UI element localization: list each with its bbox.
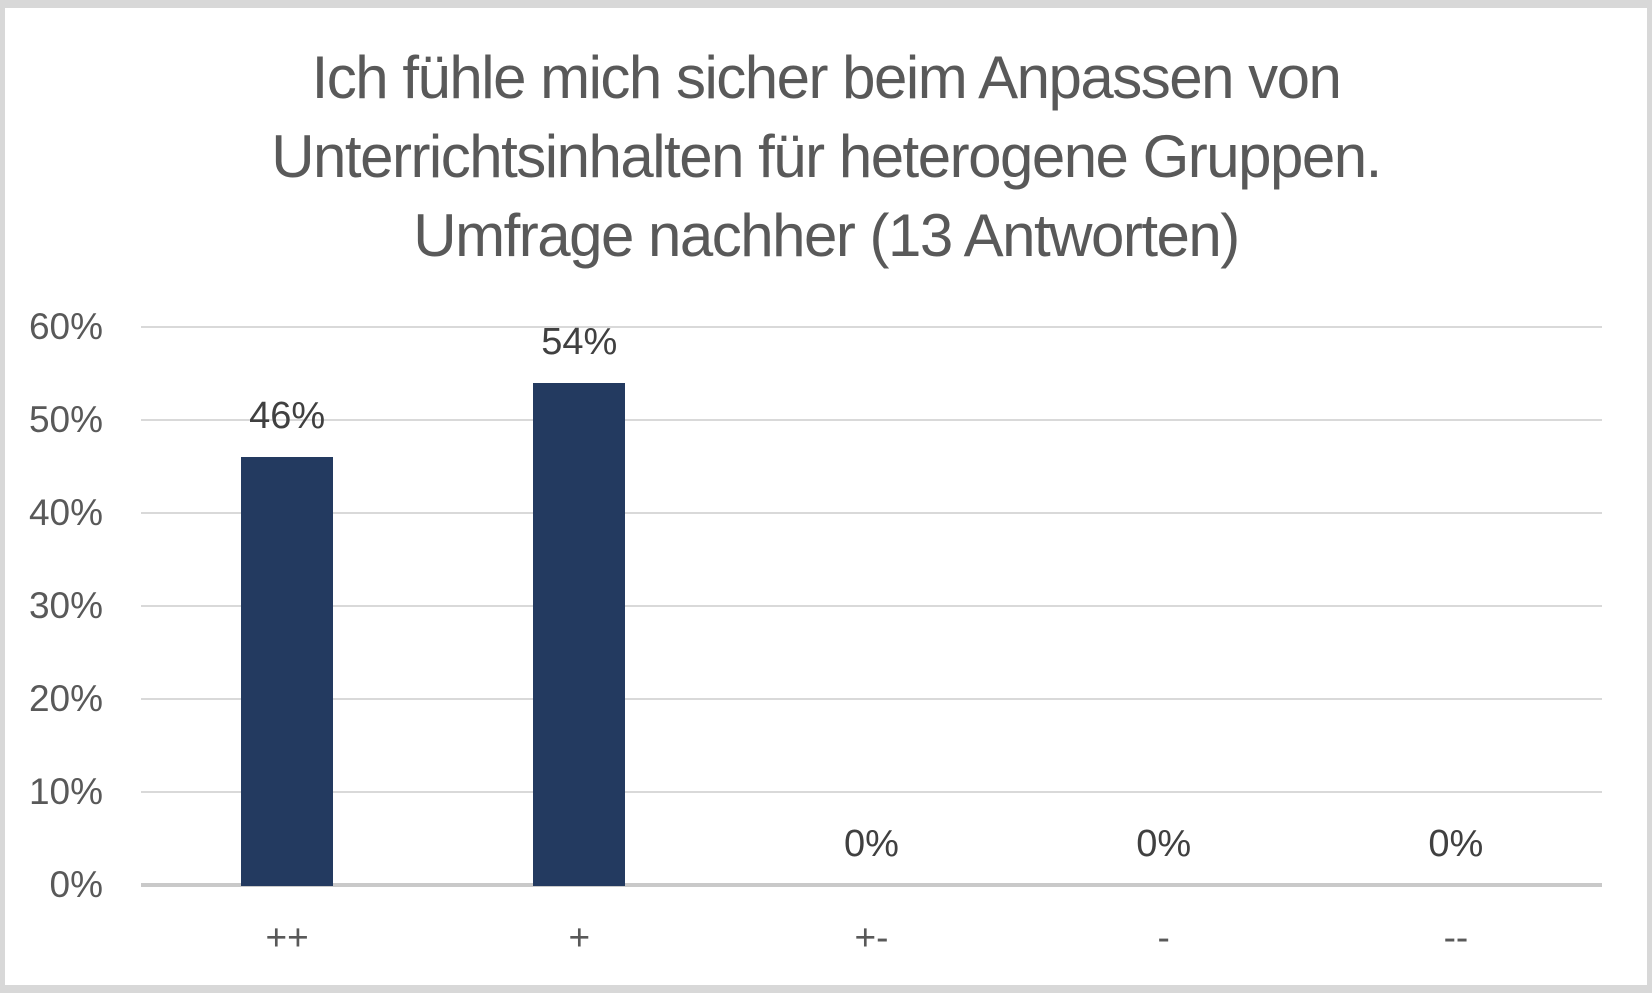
- gridline-50: [141, 419, 1602, 421]
- y-axis-tick-0: 0%: [49, 864, 103, 905]
- frame-border-right: [1647, 0, 1652, 993]
- x-axis-line: [141, 883, 1602, 887]
- x-axis-label-+: +: [568, 917, 591, 958]
- data-label-+: 54%: [541, 320, 618, 363]
- data-label-++: 46%: [249, 395, 326, 438]
- y-axis-tick-30: 30%: [28, 585, 103, 626]
- y-axis-tick-20: 20%: [28, 678, 103, 719]
- data-label---: 0%: [1428, 823, 1484, 865]
- y-axis-tick-50: 50%: [28, 399, 103, 440]
- chart-title-line-1: Ich fühle mich sicher beim Anpassen von: [311, 44, 1342, 111]
- y-axis-tick-60: 60%: [28, 306, 103, 347]
- chart-title-line-3: Umfrage nachher (13 Antworten): [413, 202, 1240, 269]
- data-label-+-: 0%: [844, 823, 899, 865]
- frame-border-bottom: [0, 985, 1652, 993]
- data-label--: 0%: [1136, 823, 1192, 865]
- x-axis-label---: --: [1443, 917, 1469, 958]
- chart-title-line-2: Unterrichtsinhalten für heterogene Grupp…: [271, 123, 1382, 190]
- frame-border-left: [0, 0, 5, 993]
- gridline-60: [141, 326, 1602, 328]
- bar-++: [241, 457, 334, 886]
- x-axis-label--: -: [1157, 917, 1170, 958]
- bar-+: [533, 382, 626, 886]
- gridline-20: [141, 698, 1602, 700]
- y-axis-tick-10: 10%: [28, 771, 103, 812]
- x-axis-label-++: ++: [265, 917, 309, 958]
- y-axis-tick-40: 40%: [28, 492, 103, 533]
- gridline-30: [141, 605, 1602, 607]
- x-axis-label-+-: +-: [854, 917, 889, 958]
- frame-border-top: [0, 0, 1652, 8]
- gridline-10: [141, 791, 1602, 793]
- chart-title: Ich fühle mich sicher beim Anpassen von …: [0, 38, 1652, 275]
- gridline-40: [141, 512, 1602, 514]
